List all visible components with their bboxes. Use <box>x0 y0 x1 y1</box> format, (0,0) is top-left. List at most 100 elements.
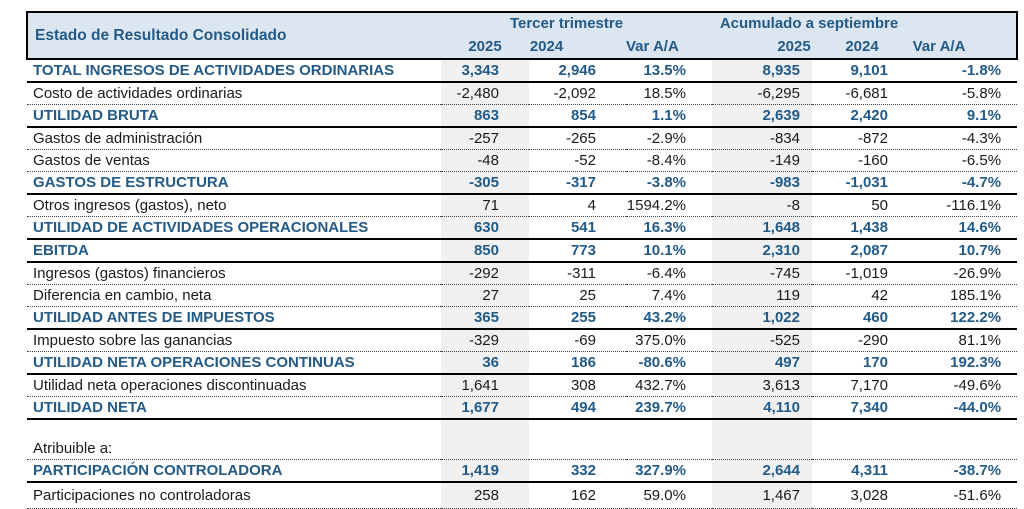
value-cell: -745 <box>712 262 812 285</box>
row-label: UTILIDAD NETA OPERACIONES CONTINUAS <box>27 351 441 375</box>
value-cell: 863 <box>441 104 529 128</box>
value-cell: 71 <box>441 194 529 217</box>
col-header-2024-q3: 2024 <box>529 34 626 60</box>
value-cell: -160 <box>812 149 912 172</box>
value-cell: 2,644 <box>712 459 812 483</box>
table-row: Utilidad neta operaciones discontinuadas… <box>27 374 1018 397</box>
spacer-row <box>27 419 1017 438</box>
value-cell: 4,311 <box>812 459 912 483</box>
row-label: Ingresos (gastos) financieros <box>27 262 441 285</box>
value-cell <box>712 438 812 460</box>
value-cell: 365 <box>441 306 529 330</box>
table-row: UTILIDAD NETA OPERACIONES CONTINUAS 36 186… <box>27 351 1018 375</box>
col-header-var-q3: Var A/A <box>626 34 712 60</box>
table-header: Estado de Resultado Consolidado Tercer t… <box>26 11 1019 60</box>
value-cell: -6.5% <box>912 149 1018 172</box>
column-group-row: Estado de Resultado Consolidado Tercer t… <box>26 11 1019 60</box>
value-cell: 36 <box>441 351 529 375</box>
value-cell: 854 <box>529 104 626 128</box>
value-cell: 1,677 <box>441 396 529 420</box>
value-cell: 122.2% <box>912 306 1018 330</box>
value-cell: -8 <box>712 194 812 217</box>
table-title: Estado de Resultado Consolidado <box>26 11 441 60</box>
row-label: Otros ingresos (gastos), neto <box>27 194 441 217</box>
value-cell: 43.2% <box>626 306 712 330</box>
value-cell: -311 <box>529 262 626 285</box>
value-cell: -8.4% <box>626 149 712 172</box>
value-cell: 2,639 <box>712 104 812 128</box>
row-label: Costo de actividades ordinarias <box>27 82 441 105</box>
value-cell: 4 <box>529 194 626 217</box>
value-cell: 59.0% <box>626 482 712 509</box>
value-cell: 332 <box>529 459 626 483</box>
value-cell: -329 <box>441 329 529 352</box>
value-cell: -1,019 <box>812 262 912 285</box>
row-label: PARTICIPACIÓN CONTROLADORA <box>27 459 441 483</box>
value-cell: -52 <box>529 149 626 172</box>
value-cell: -3.8% <box>626 171 712 195</box>
value-cell: 1,419 <box>441 459 529 483</box>
row-label: Gastos de ventas <box>27 149 441 172</box>
value-cell: 7,170 <box>812 374 912 397</box>
income-statement-report: Estado de Resultado Consolidado Tercer t… <box>26 11 1019 509</box>
value-cell: 1,022 <box>712 306 812 330</box>
table-row: Gastos de ventas -48 -52 -8.4% -149 -160 -6.5% <box>27 149 1018 172</box>
value-cell: 186 <box>529 351 626 375</box>
value-cell: 327.9% <box>626 459 712 483</box>
row-label: Impuesto sobre las ganancias <box>27 329 441 352</box>
value-cell: 162 <box>529 482 626 509</box>
table-row: UTILIDAD BRUTA 863 854 1.1% 2,639 2,420 9.1% <box>27 104 1018 128</box>
value-cell <box>812 419 912 438</box>
value-cell: 1,648 <box>712 216 812 240</box>
value-cell: 119 <box>712 284 812 307</box>
table-row: Gastos de administración -257 -265 -2.9% -83… <box>27 127 1018 150</box>
value-cell: 81.1% <box>912 329 1018 352</box>
value-cell: 2,087 <box>812 239 912 263</box>
row-label <box>27 419 441 438</box>
value-cell: 42 <box>812 284 912 307</box>
value-cell <box>712 419 812 438</box>
row-label: Participaciones no controladoras <box>27 482 441 509</box>
row-label: UTILIDAD ANTES DE IMPUESTOS <box>27 306 441 330</box>
row-label: Gastos de administración <box>27 127 441 150</box>
value-cell: -834 <box>712 127 812 150</box>
col-header-2025-q3: 2025 <box>441 34 529 60</box>
row-label: EBITDA <box>27 239 441 263</box>
value-cell: 494 <box>529 396 626 420</box>
col-group-acumulado-septiembre: Acumulado a septiembre <box>712 11 1019 34</box>
value-cell: -6,681 <box>812 82 912 105</box>
row-label: Atribuible a: <box>27 438 441 460</box>
value-cell: 8,935 <box>712 59 812 83</box>
value-cell <box>812 438 912 460</box>
value-cell: -6.4% <box>626 262 712 285</box>
value-cell: -2,092 <box>529 82 626 105</box>
value-cell: 185.1% <box>912 284 1018 307</box>
value-cell: 1,438 <box>812 216 912 240</box>
row-label: UTILIDAD DE ACTIVIDADES OPERACIONALES <box>27 216 441 240</box>
value-cell: 16.3% <box>626 216 712 240</box>
col-header-2025-ytd: 2025 <box>712 34 812 60</box>
value-cell: 460 <box>812 306 912 330</box>
value-cell: 1,641 <box>441 374 529 397</box>
value-cell: 170 <box>812 351 912 375</box>
value-cell: -2.9% <box>626 127 712 150</box>
value-cell: 25 <box>529 284 626 307</box>
value-cell: 9.1% <box>912 104 1018 128</box>
value-cell: 18.5% <box>626 82 712 105</box>
value-cell: 1,467 <box>712 482 812 509</box>
value-cell: 850 <box>441 239 529 263</box>
row-label: Diferencia en cambio, neta <box>27 284 441 307</box>
value-cell: 3,613 <box>712 374 812 397</box>
value-cell <box>529 419 626 438</box>
value-cell: 7,340 <box>812 396 912 420</box>
value-cell: 239.7% <box>626 396 712 420</box>
col-group-tercer-trimestre: Tercer trimestre <box>441 11 712 34</box>
value-cell: -149 <box>712 149 812 172</box>
value-cell: 50 <box>812 194 912 217</box>
value-cell: -983 <box>712 171 812 195</box>
value-cell <box>626 419 712 438</box>
value-cell: 630 <box>441 216 529 240</box>
value-cell: -48 <box>441 149 529 172</box>
value-cell: 432.7% <box>626 374 712 397</box>
value-cell: 2,310 <box>712 239 812 263</box>
